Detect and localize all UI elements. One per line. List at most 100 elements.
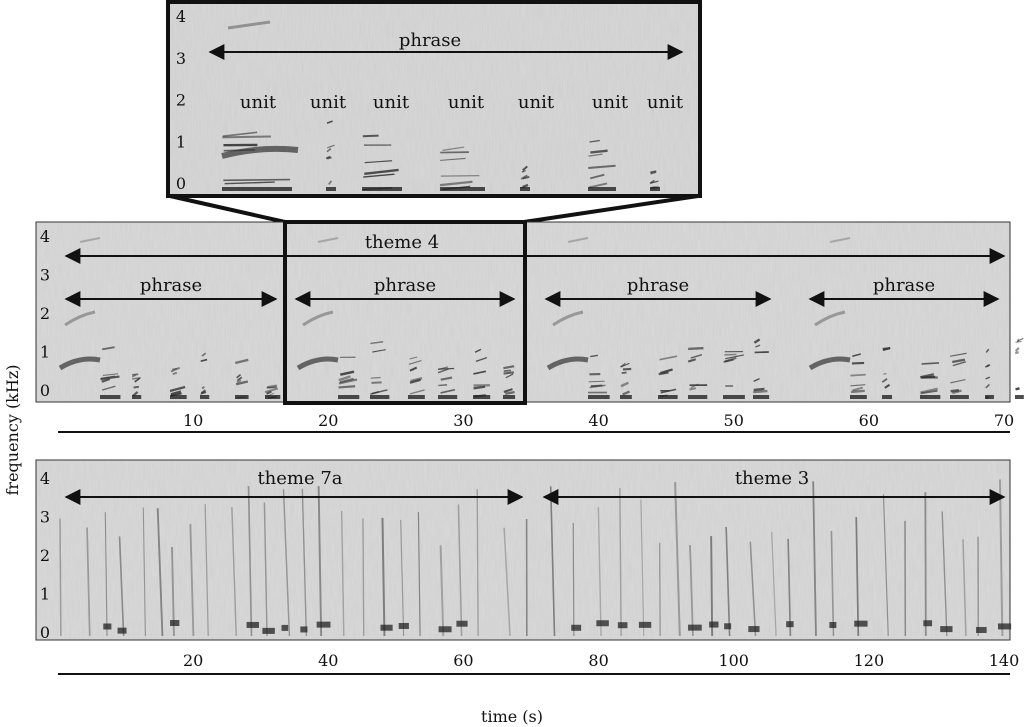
spectral-mark [640,499,645,637]
spectral-mark [503,388,513,393]
spectral-mark [409,389,425,395]
time-tick-label: 100 [718,651,749,670]
spectral-mark [710,536,714,637]
unit-label: unit [592,92,629,113]
spectral-mark [281,624,289,631]
spectral-mark [338,378,358,385]
spectral-mark [619,488,622,637]
spectral-mark [567,237,589,243]
spectral-mark [850,395,867,399]
spectral-mark [475,357,488,362]
spectral-mark [440,388,456,394]
spectral-mark [549,486,556,637]
y-axis-label: frequency (kHz) [3,364,22,495]
panel-a-time-ticks: 10 20 30 40 50 60 70 [183,411,1014,430]
spectral-mark [852,353,861,357]
spectral-mark [976,626,987,633]
spectral-mark [473,395,491,399]
frequency-tick-label: 2 [40,546,50,565]
spectral-mark [235,395,249,399]
frequency-tick-label: 4 [40,227,50,246]
spectral-mark [476,489,479,637]
spectral-mark [264,387,279,393]
spectral-mark [204,504,209,637]
spectral-mark [588,395,610,399]
spectral-mark [808,356,851,371]
spectral-mark [236,376,243,382]
spectral-mark [787,538,792,637]
spectral-mark [118,536,125,637]
spectral-mark [338,385,356,389]
panel-a-spectral-marks [58,237,1024,399]
time-tick-label: 40 [318,651,338,670]
spectral-mark [438,383,448,387]
spectral-mark [362,187,402,191]
spectral-mark [949,352,967,357]
spectral-mark [638,621,652,628]
spectral-mark [362,134,379,138]
spectral-mark [749,541,757,637]
spectral-mark [224,181,275,185]
unit-label: unit [448,92,485,113]
phrase-label: phrase [140,275,202,296]
spectral-mark [370,340,384,345]
spectral-mark [753,338,761,344]
spectral-mark [364,160,393,164]
spectral-mark [301,488,308,637]
spectral-mark [755,344,761,348]
spectral-mark [505,391,515,395]
spectral-mark [520,187,530,191]
spectral-mark [723,358,734,363]
frequency-tick-label: 1 [40,585,50,604]
time-tick-label: 80 [588,651,608,670]
spectral-mark [687,358,697,363]
frequency-tick-label: 4 [40,469,50,488]
spectral-mark [172,367,177,370]
spectral-mark [753,378,760,383]
spectral-mark [998,479,1004,637]
time-tick-label: 50 [724,411,744,430]
frequency-tick-label: 3 [176,49,186,68]
zoom-region-box [283,220,527,405]
spectral-mark [588,164,616,169]
spectral-mark [134,377,141,383]
spectral-mark [246,621,259,628]
spectral-mark [362,518,365,637]
spectral-mark [221,145,299,159]
spectral-mark [1014,351,1019,355]
spectral-mark [952,361,967,367]
spectral-mark [282,489,291,637]
spectral-mark [950,379,966,384]
spectral-mark [440,376,453,381]
spectral-mark [296,356,339,371]
theme-7a-label: theme 7a [257,468,342,489]
spectral-mark [620,395,632,399]
spectral-mark [59,518,62,637]
spectral-mark [622,390,631,396]
spectral-mark [950,395,969,399]
spectral-mark [437,366,449,371]
unit-label: unit [373,92,410,113]
spectral-mark [855,517,860,637]
panel-b: 0 1 2 3 4 theme 7a theme 3 20 40 60 80 100 120 140 [35,459,1019,675]
spectral-mark [400,519,405,637]
spectral-mark [189,523,195,637]
spectral-mark [941,511,948,637]
spectral-mark [170,395,187,399]
time-tick-label: 10 [183,411,203,430]
spectral-mark [364,168,399,175]
panel-a-phrases: phrase phrase phrase phrase [64,275,1000,307]
frequency-tick-label: 0 [176,174,186,193]
spectral-mark [985,395,994,399]
spectral-mark [985,376,991,380]
spectral-mark [723,395,745,399]
spectral-mark [79,237,101,243]
spectral-mark [263,502,268,637]
frequency-tick-label: 3 [40,266,50,285]
spectral-mark [317,237,339,243]
time-tick-label: 60 [453,651,473,670]
spectral-mark [690,383,699,389]
spectral-mark [617,622,628,629]
spectral-mark [104,512,108,637]
